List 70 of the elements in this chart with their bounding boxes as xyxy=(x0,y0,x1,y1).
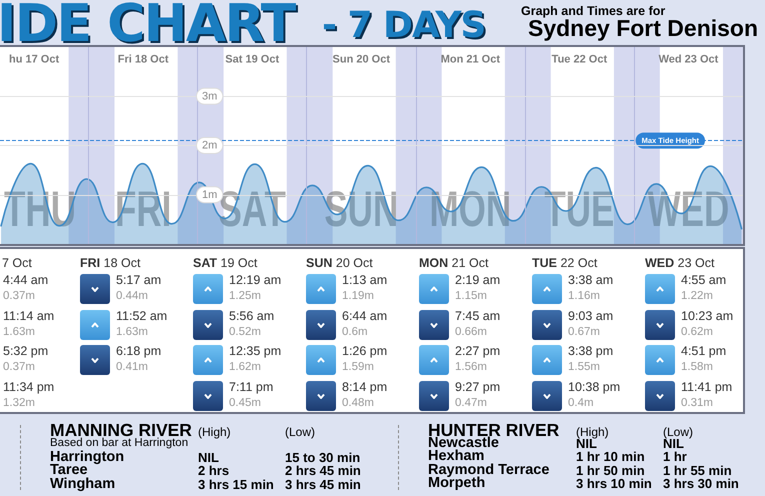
text: 8:14 pm 0.48m xyxy=(342,380,388,408)
text: 2 hrs xyxy=(198,463,230,478)
text: 3 hrs 15 min xyxy=(198,476,274,492)
text: 1:13 am 1.19m xyxy=(342,273,388,302)
text: 12:19 am 1.25m xyxy=(229,273,282,302)
text: 3 hrs 10 min xyxy=(576,476,652,492)
x-tick-label: hu 17 Oct xyxy=(9,54,60,66)
y-tick-label: 1m xyxy=(202,188,218,201)
text: 4:55 am 1.22m xyxy=(681,273,726,302)
category-label: TUE 22 Oct xyxy=(532,256,598,271)
text: 2:19 am 1.15m xyxy=(455,273,500,302)
text: 9:27 pm 0.47m xyxy=(455,380,500,408)
y-tick-label: 3m xyxy=(202,90,218,102)
category-label: SAT 19 Oct xyxy=(193,256,258,271)
x-tick-label: Wed 23 Oct xyxy=(658,54,719,66)
text: Graph and Times are for xyxy=(521,4,666,18)
text: 7:11 pm 0.45m xyxy=(229,380,274,408)
category-label: (High) xyxy=(576,425,609,439)
text: 4:44 am 0.37m xyxy=(3,273,48,302)
text: 7:45 am 0.66m xyxy=(455,308,500,338)
category-label: Hexham xyxy=(428,448,484,464)
x-tick-label: Mon 21 Oct xyxy=(440,54,500,66)
category-label: Harrington xyxy=(50,449,124,465)
category-label: (High) xyxy=(198,425,231,439)
category-label: Raymond Terrace xyxy=(428,462,550,478)
text: 1 hr 10 min xyxy=(576,449,645,464)
category-label: (Low) xyxy=(285,425,316,439)
category-label: 7 Oct xyxy=(2,256,32,271)
text: 3:38 pm 1.55m xyxy=(568,344,614,373)
x-tick-label: Fri 18 Oct xyxy=(118,54,169,66)
text: 3 hrs 30 min xyxy=(663,476,739,492)
text: NIL xyxy=(198,450,219,465)
chart-title: IDE CHART xyxy=(0,0,295,54)
category-label: Morpeth xyxy=(428,475,486,492)
text: 11:34 pm 1.32m xyxy=(3,380,54,408)
text: 15 to 30 min xyxy=(285,450,360,465)
y-tick-label: 2m xyxy=(202,140,218,152)
category-label: Taree xyxy=(50,462,88,478)
text: 12:35 pm 1.62m xyxy=(229,344,282,373)
text: 10:23 am 0.62m xyxy=(681,308,734,338)
text: 2 hrs 45 min xyxy=(285,463,361,478)
chart-subtitle: - 7 DAYS xyxy=(322,5,486,46)
text: 1:26 pm 1.59m xyxy=(342,344,388,373)
x-tick-label: Sat 19 Oct xyxy=(225,54,280,66)
text: 9:03 am 0.67m xyxy=(568,308,614,338)
text: 5:56 am 0.52m xyxy=(229,308,274,338)
category-label: SUN 20 Oct xyxy=(306,256,373,271)
text: 1 hr 50 min xyxy=(576,462,645,478)
category-label: (Low) xyxy=(663,425,694,439)
text: 5:17 am 0.44m xyxy=(116,273,162,302)
x-tick-label: Sun 20 Oct xyxy=(332,54,390,66)
text: Based on bar at Harrington xyxy=(50,437,188,450)
text: 1 hr xyxy=(663,449,687,464)
text: 6:44 am 0.6m xyxy=(342,308,388,338)
text: 1 hr 55 min xyxy=(663,462,732,478)
text: 2:27 pm 1.56m xyxy=(455,344,500,373)
text: 11:14 am 1.63m xyxy=(3,308,54,338)
x-tick-label: Tue 22 Oct xyxy=(552,54,608,66)
text: 3 hrs 45 min xyxy=(285,476,361,492)
text: 4:51 pm 1.58m xyxy=(681,344,726,373)
category-label: FRI 18 Oct xyxy=(80,256,140,271)
text: 3:38 am 1.16m xyxy=(568,273,614,302)
text: 5:32 pm 0.37m xyxy=(3,344,48,373)
text: 11:52 am 1.63m xyxy=(116,308,168,338)
text: 11:41 pm 0.31m xyxy=(681,380,732,408)
text: 6:18 pm 0.41m xyxy=(116,344,162,373)
category-label: WED 23 Oct xyxy=(645,256,714,271)
text: 10:38 pm 0.4m xyxy=(568,380,620,408)
category-label: Wingham xyxy=(50,476,116,492)
category-label: MON 21 Oct xyxy=(419,256,488,271)
